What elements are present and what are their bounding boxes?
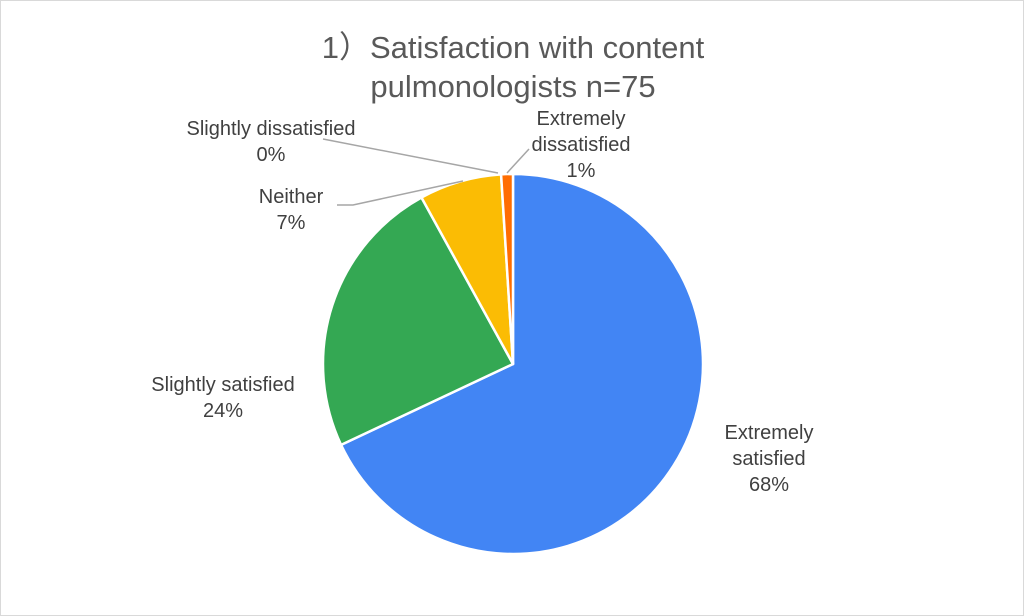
pie-slice-extremely-dissatisfied [499, 172, 515, 366]
leader-line-extremely-dissatisfied [506, 148, 530, 174]
data-label-value: 24% [203, 400, 243, 422]
leader-line-slightly-dissatisfied [322, 138, 499, 174]
chart-title-line-1: 1）Satisfaction with content [322, 30, 705, 65]
pie-slices [321, 172, 705, 556]
data-label-category: Extremely [725, 422, 814, 444]
chart-title: 1）Satisfaction with content pulmonologis… [322, 30, 705, 104]
data-label-value: 0% [257, 144, 286, 166]
data-label-category: satisfied [732, 448, 805, 470]
data-label-value: 1% [567, 160, 596, 182]
data-label-neither: Neither 7% [259, 186, 324, 234]
data-label-category: dissatisfied [532, 134, 631, 156]
data-label-category: Neither [259, 186, 324, 208]
data-label-category: Slightly satisfied [151, 374, 294, 396]
pie-slice-extremely-satisfied [339, 172, 705, 556]
leader-line-neither [337, 180, 464, 206]
data-label-category: Extremely [537, 108, 626, 130]
leader-lines [322, 138, 530, 206]
data-label-value: 7% [277, 212, 306, 234]
chart-title-line-2: pulmonologists n=75 [370, 69, 655, 104]
data-label-slightly-dissatisfied: Slightly dissatisfied 0% [187, 118, 356, 166]
data-label-extremely-dissatisfied: Extremely dissatisfied 1% [532, 108, 631, 182]
data-label-category: Slightly dissatisfied [187, 118, 356, 140]
data-label-extremely-satisfied: Extremely satisfied 68% [725, 422, 814, 496]
pie-slice-slightly-satisfied [321, 196, 515, 447]
data-labels: Extremely satisfied 68% Slightly satisfied 2… [151, 108, 813, 496]
data-label-slightly-satisfied: Slightly satisfied 24% [151, 374, 294, 422]
data-label-value: 68% [749, 474, 789, 496]
